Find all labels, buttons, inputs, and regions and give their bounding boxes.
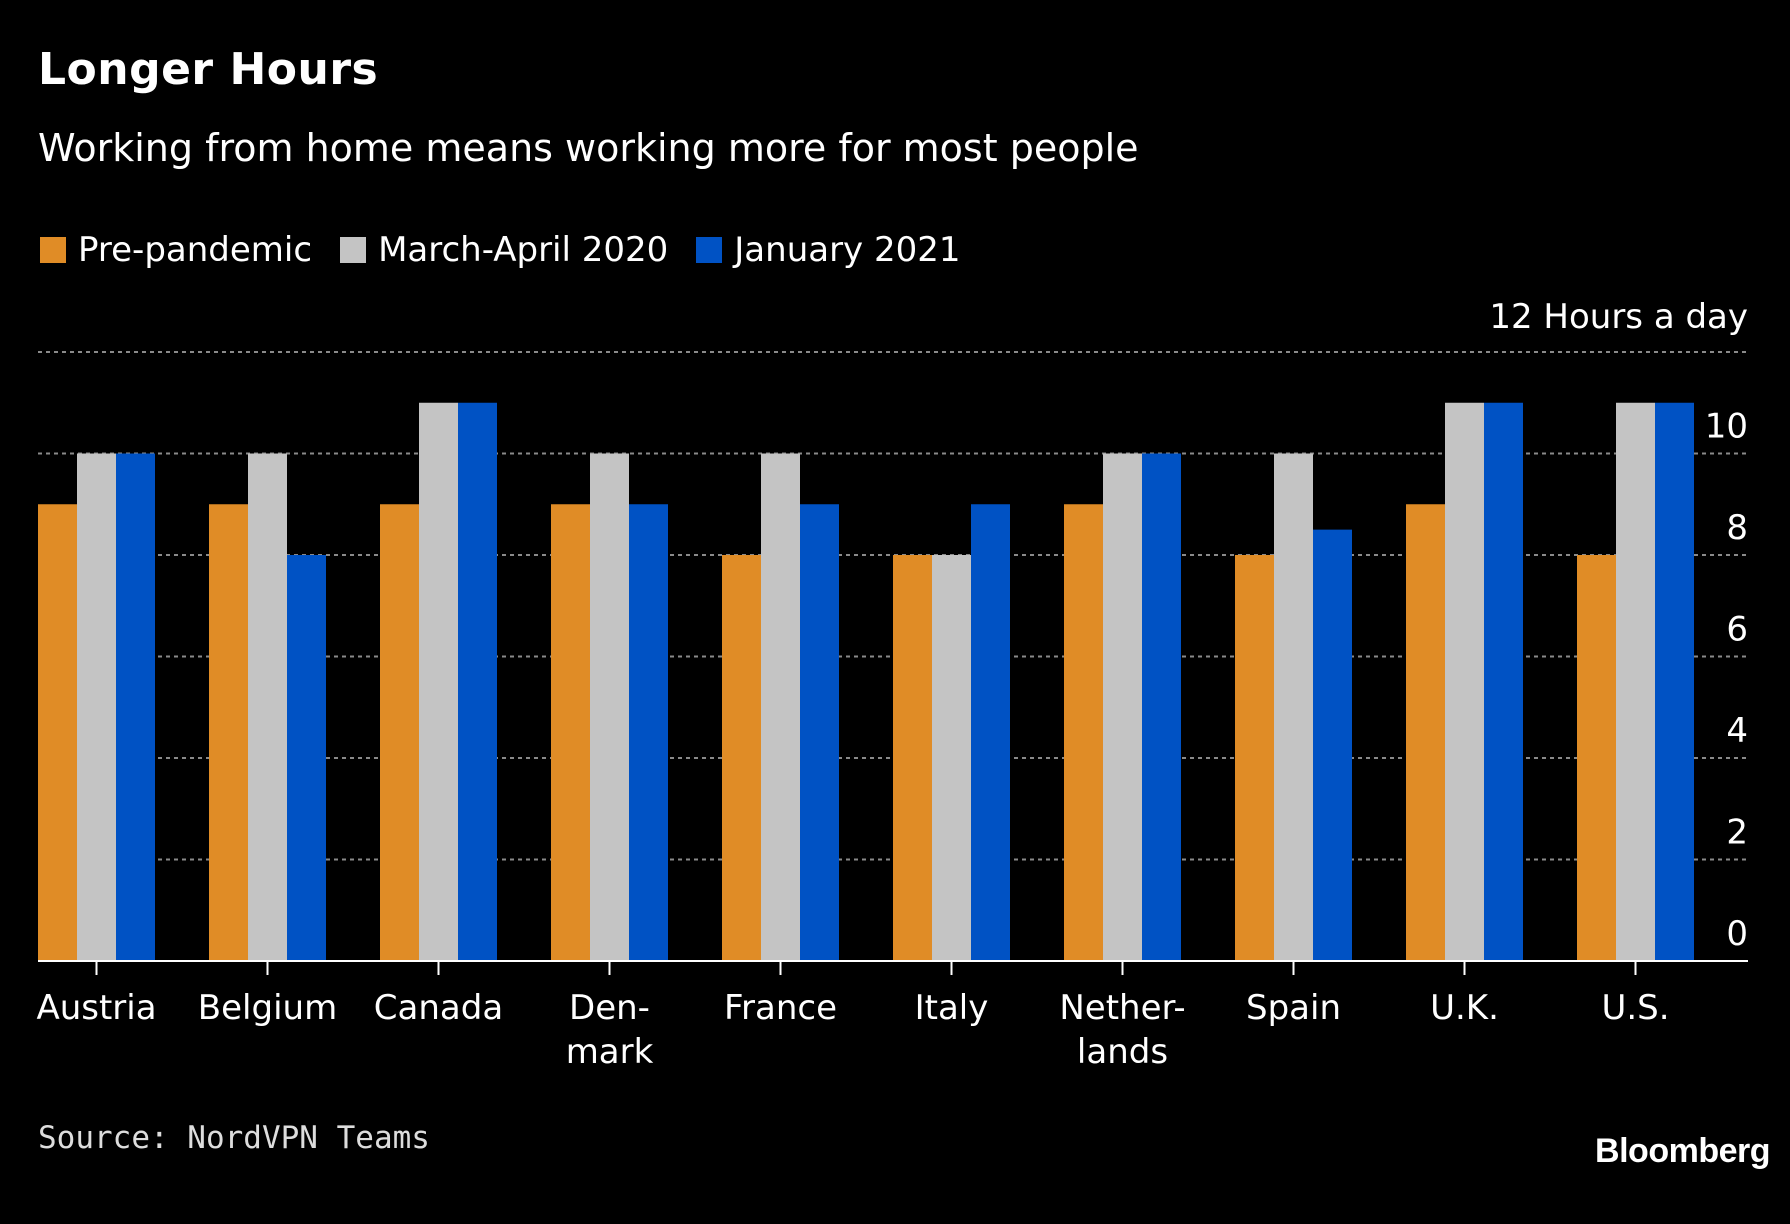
legend-label-january-2021: January 2021 xyxy=(734,230,961,270)
bar-canada-2 xyxy=(458,402,497,961)
x-tick-label-4: France xyxy=(724,988,837,1028)
bar-france-0 xyxy=(722,555,761,961)
bar-netherlands-1 xyxy=(1103,453,1142,961)
x-axis xyxy=(38,960,1748,975)
chart-subtitle: Working from home means working more for… xyxy=(38,126,1139,170)
bar-spain-1 xyxy=(1274,453,1313,961)
x-tick-label-line: Austria xyxy=(36,988,156,1028)
x-tick-label-line: Belgium xyxy=(198,988,337,1028)
bar-uk-0 xyxy=(1406,504,1445,961)
x-tick-label-7: Spain xyxy=(1246,988,1341,1028)
bar-italy-1 xyxy=(932,555,971,961)
bar-uk-2 xyxy=(1484,402,1523,961)
bloomberg-logo: Bloomberg xyxy=(1595,1132,1770,1170)
x-tick-label-line: lands xyxy=(1077,1032,1168,1072)
x-tick-label-5: Italy xyxy=(915,988,989,1028)
y-tick-label-0: 0 xyxy=(1726,914,1748,954)
y-tick-label-2: 2 xyxy=(1726,813,1748,853)
legend-item-pre-pandemic: Pre-pandemic xyxy=(40,230,312,270)
bar-us-2 xyxy=(1655,402,1694,961)
x-tick-label-line: Den- xyxy=(569,988,650,1028)
source-note: Source: NordVPN Teams xyxy=(38,1120,430,1156)
bar-uk-1 xyxy=(1445,402,1484,961)
legend-item-march-april-2020: March-April 2020 xyxy=(340,230,668,270)
legend-swatch-january-2021 xyxy=(696,237,723,263)
bar-denmark-1 xyxy=(590,453,629,961)
bar-italy-2 xyxy=(971,504,1010,961)
x-tick-label-line: U.S. xyxy=(1601,988,1669,1028)
bar-denmark-0 xyxy=(551,504,590,961)
x-tick-label-0: Austria xyxy=(36,988,156,1028)
x-tick-label-9: U.S. xyxy=(1601,988,1669,1028)
x-tick-label-line: Nether- xyxy=(1059,988,1185,1028)
y-tick-label-6: 6 xyxy=(1726,610,1748,650)
bar-spain-0 xyxy=(1235,555,1274,961)
y-tick-label-8: 8 xyxy=(1726,508,1748,548)
bar-belgium-1 xyxy=(248,453,287,961)
x-tick-label-line: France xyxy=(724,988,837,1028)
y-tick-label-4: 4 xyxy=(1726,711,1748,751)
x-tick-label-line: U.K. xyxy=(1430,988,1499,1028)
bar-netherlands-0 xyxy=(1064,504,1103,961)
x-tick-label-1: Belgium xyxy=(198,988,337,1028)
bar-italy-0 xyxy=(893,555,932,961)
bar-spain-2 xyxy=(1313,529,1352,961)
y-tick-label-10: 10 xyxy=(1705,407,1748,447)
legend-label-march-april-2020: March-April 2020 xyxy=(378,230,669,270)
x-tick-label-line: Spain xyxy=(1246,988,1341,1028)
chart-title: Longer Hours xyxy=(38,44,379,95)
bar-canada-1 xyxy=(419,402,458,961)
x-tick-label-line: Italy xyxy=(915,988,989,1028)
bar-belgium-2 xyxy=(287,555,326,961)
bar-netherlands-2 xyxy=(1142,453,1181,961)
legend-label-pre-pandemic: Pre-pandemic xyxy=(78,230,313,270)
y-axis-top-label: 12 Hours a day xyxy=(1489,297,1748,337)
x-tick-label-line: mark xyxy=(566,1032,654,1072)
legend-item-january-2021: January 2021 xyxy=(696,230,961,270)
bar-us-1 xyxy=(1616,402,1655,961)
bars xyxy=(38,402,1694,961)
legend: Pre-pandemic March-April 2020 January 20… xyxy=(40,230,989,270)
y-axis-ticks: 0 2 4 6 8 10 xyxy=(1705,407,1748,955)
bar-austria-1 xyxy=(77,453,116,961)
x-tick-label-6: Nether-lands xyxy=(1059,988,1185,1072)
bar-belgium-0 xyxy=(209,504,248,961)
bar-denmark-2 xyxy=(629,504,668,961)
bar-france-1 xyxy=(761,453,800,961)
bar-france-2 xyxy=(800,504,839,961)
legend-swatch-march-april-2020 xyxy=(340,237,367,263)
x-tick-label-8: U.K. xyxy=(1430,988,1499,1028)
x-axis-labels: Austria Belgium Canada Den-mark France Italy N… xyxy=(36,988,1669,1072)
bar-austria-2 xyxy=(116,453,155,961)
legend-swatch-pre-pandemic xyxy=(40,237,66,263)
bar-canada-0 xyxy=(380,504,419,961)
x-tick-label-3: Den-mark xyxy=(566,988,654,1072)
x-tick-label-line: Canada xyxy=(374,988,503,1028)
x-tick-label-2: Canada xyxy=(374,988,503,1028)
bar-austria-0 xyxy=(38,504,77,961)
bar-us-0 xyxy=(1577,555,1616,961)
